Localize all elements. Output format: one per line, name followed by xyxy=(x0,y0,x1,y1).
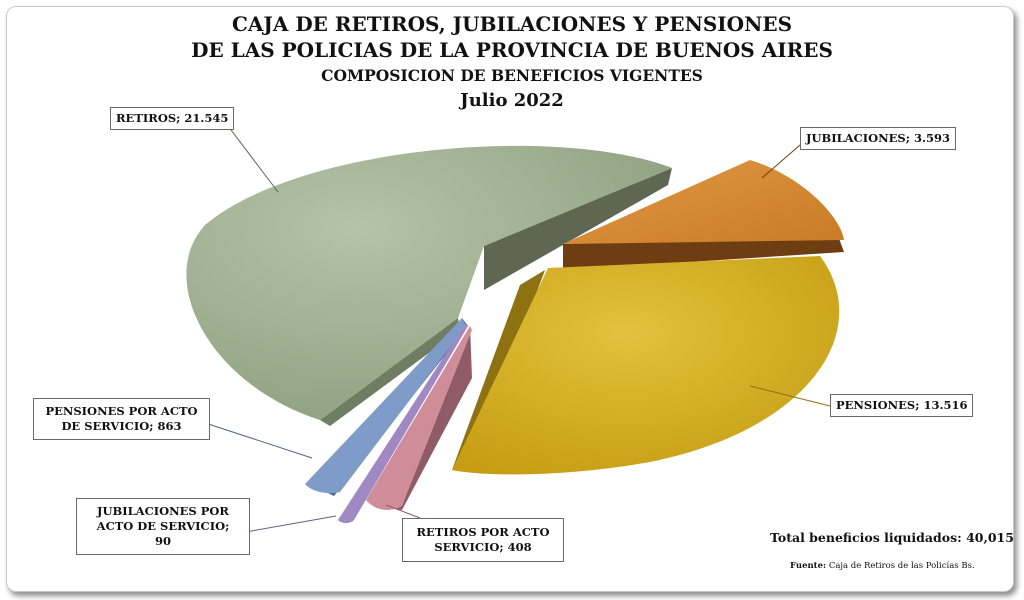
retiros-acto-slice xyxy=(366,326,472,510)
jubilaciones-data-label: JUBILACIONES; 3.593 xyxy=(800,127,956,150)
pensiones-acto-label-line1: PENSIONES POR ACTO xyxy=(45,404,198,418)
pensiones-acto-leader-line xyxy=(195,419,313,459)
jubilaciones-slice xyxy=(563,160,844,244)
retiros-acto-data-label: RETIROS POR ACTO SERVICIO; 408 xyxy=(402,518,564,562)
source-label: Fuente: xyxy=(790,561,827,571)
jubilaciones-acto-slice xyxy=(338,324,468,523)
source-note: Fuente: Caja de Retiros de las Policías … xyxy=(790,561,975,571)
pensiones-acto-slice xyxy=(305,318,466,494)
jubilaciones-acto-label-line3: 90 xyxy=(154,534,171,548)
chart-title-line1: CAJA DE RETIROS, JUBILACIONES Y PENSIONE… xyxy=(231,12,793,36)
retiros-data-label: RETIROS; 21.545 xyxy=(110,107,235,130)
pensiones-slice xyxy=(452,256,840,475)
pensiones-acto-label-line2: DE SERVICIO; 863 xyxy=(61,419,182,433)
chart-title-line2: DE LAS POLICIAS DE LA PROVINCIA DE BUENO… xyxy=(191,38,833,62)
retiros-slice xyxy=(186,145,672,421)
pensiones-acto-data-label: PENSIONES POR ACTO DE SERVICIO; 863 xyxy=(33,398,210,440)
retiros-acto-label-line2: SERVICIO; 408 xyxy=(434,540,532,554)
jubilaciones-leader-line xyxy=(761,144,801,179)
retiros-acto-label-line1: RETIROS POR ACTO xyxy=(416,525,550,539)
retiros-leader-line xyxy=(224,121,279,193)
jubilaciones-acto-data-label: JUBILACIONES POR ACTO DE SERVICIO; 90 xyxy=(76,498,250,555)
retiros-slice-side xyxy=(484,168,672,290)
jubilaciones-acto-label-line1: JUBILACIONES POR xyxy=(97,504,229,518)
pensiones-leader-line xyxy=(749,385,831,407)
retiros-acto-leader-line xyxy=(385,504,421,519)
pensiones-data-label: PENSIONES; 13.516 xyxy=(830,394,974,417)
jubilaciones-acto-label-line2: ACTO DE SERVICIO; xyxy=(96,519,230,533)
chart-frame xyxy=(6,6,1014,592)
source-text: Caja de Retiros de las Policías Bs. xyxy=(828,561,975,571)
retiros-slice-front xyxy=(320,318,460,426)
jubilaciones-acto-leader-line xyxy=(239,515,337,534)
chart-subtitle: COMPOSICION DE BENEFICIOS VIGENTES xyxy=(321,66,703,85)
chart-period: Julio 2022 xyxy=(460,90,564,111)
total-beneficios: Total beneficios liquidados: 40,015 xyxy=(770,530,1014,545)
pensiones-slice-side xyxy=(452,270,545,470)
